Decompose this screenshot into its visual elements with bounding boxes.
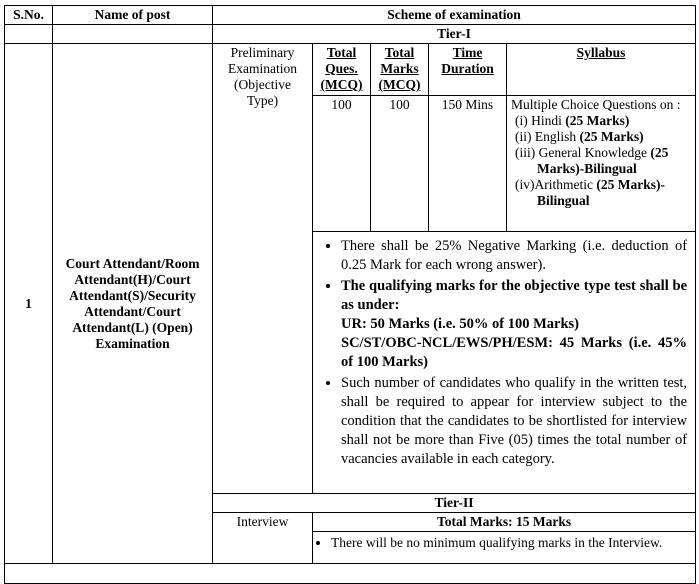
tier2-note: There will be no minimum qualifying mark… xyxy=(311,531,697,564)
col-time: Time Duration xyxy=(428,43,507,96)
col-syllabus: Syllabus xyxy=(505,43,697,96)
time-value: 150 Mins xyxy=(428,95,507,232)
post-name: Court Attendant/Room Attendant(H)/Court … xyxy=(52,43,213,564)
header-scheme: Scheme of examination xyxy=(211,5,697,25)
syllabus-intro: Multiple Choice Questions on : xyxy=(511,97,681,112)
tier1-stage: Preliminary Examination (Objective Type) xyxy=(212,43,313,494)
empty-cell xyxy=(52,24,213,44)
tier2-stage: Interview xyxy=(212,512,313,564)
col-total-marks: Total Marks (MCQ) xyxy=(370,43,429,96)
shortlisting-note: Such number of candidates who qualify in… xyxy=(341,374,687,469)
negative-marking-note: There shall be 25% Negative Marking (i.e… xyxy=(341,237,687,275)
syllabus-item: (iv)Arithmetic (25 Marks)-Bilingual xyxy=(515,177,665,208)
tier2-total-marks: Total Marks: 15 Marks xyxy=(311,512,697,532)
row-sno: 1 xyxy=(4,43,53,564)
col-total-ques: Total Ques. (MCQ) xyxy=(312,43,371,96)
tier1-title: Tier-I xyxy=(211,24,697,44)
header-post: Name of post xyxy=(52,5,213,25)
empty-cell xyxy=(4,24,53,44)
syllabus: Multiple Choice Questions on : (i) Hindi… xyxy=(505,95,697,232)
syllabus-item: (iii) General Knowledge (25 Marks)-Bilin… xyxy=(515,145,669,176)
header-sno: S.No. xyxy=(4,5,53,25)
qualifying-marks-note: The qualifying marks for the objective t… xyxy=(341,277,687,372)
ques-value: 100 xyxy=(312,95,371,232)
exam-scheme-table: S.No. Name of post Scheme of examination… xyxy=(3,5,697,584)
tier2-title: Tier-II xyxy=(211,493,697,513)
marks-value: 100 xyxy=(370,95,429,232)
tier1-notes: There shall be 25% Negative Marking (i.e… xyxy=(311,231,697,494)
syllabus-item: (ii) English (25 Marks) xyxy=(515,129,644,144)
note-row xyxy=(3,563,697,584)
syllabus-item: (i) Hindi (25 Marks) xyxy=(515,113,630,128)
